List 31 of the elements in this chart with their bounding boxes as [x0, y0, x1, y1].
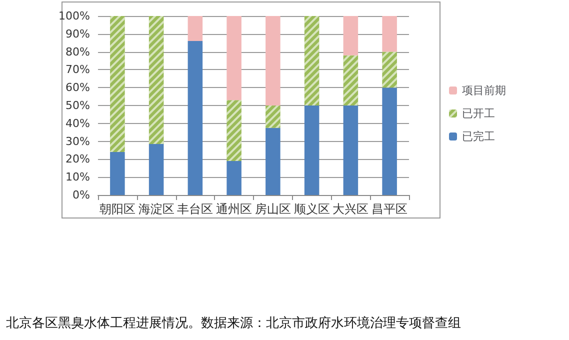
x-tick-label: 昌平区	[372, 202, 408, 216]
y-tick-label: 80%	[66, 45, 90, 58]
bar	[148, 144, 164, 195]
legend-label: 项目前期	[462, 84, 506, 97]
y-tick-label: 50%	[66, 99, 90, 112]
legend-label: 已开工	[462, 107, 495, 120]
legend-label: 已完工	[462, 130, 495, 143]
text: 北京各区黑臭水体工程进展情况。数据来源：北京市政府水环境治理专项督查组	[6, 315, 461, 331]
bar	[304, 106, 320, 195]
x-tick-label: 丰台区	[177, 202, 214, 216]
x-tick-label: 顺义区	[294, 202, 330, 216]
x-tick-label: 海淀区	[138, 202, 174, 216]
bar	[343, 106, 358, 195]
y-tick-label: 10%	[66, 170, 90, 184]
bar	[188, 41, 203, 195]
bar	[226, 160, 242, 195]
bar	[110, 152, 125, 195]
y-tick-label: 0%	[72, 188, 90, 202]
x-tick-label: 朝阳区	[99, 202, 136, 216]
x-tick-label: 通州区	[216, 202, 252, 216]
x-tick-label: 大兴区	[332, 202, 369, 216]
y-tick-label: 30%	[66, 134, 90, 148]
y-tick-label: 60%	[66, 81, 90, 94]
x-tick-label: 房山区	[254, 202, 291, 216]
y-tick-label: 20%	[66, 152, 90, 166]
bar	[382, 88, 397, 195]
bar	[266, 128, 280, 195]
y-tick-label: 90%	[66, 27, 90, 40]
y-tick-label: 70%	[66, 63, 90, 76]
y-tick-label: 100%	[58, 10, 90, 22]
y-tick-label: 40%	[66, 116, 90, 130]
